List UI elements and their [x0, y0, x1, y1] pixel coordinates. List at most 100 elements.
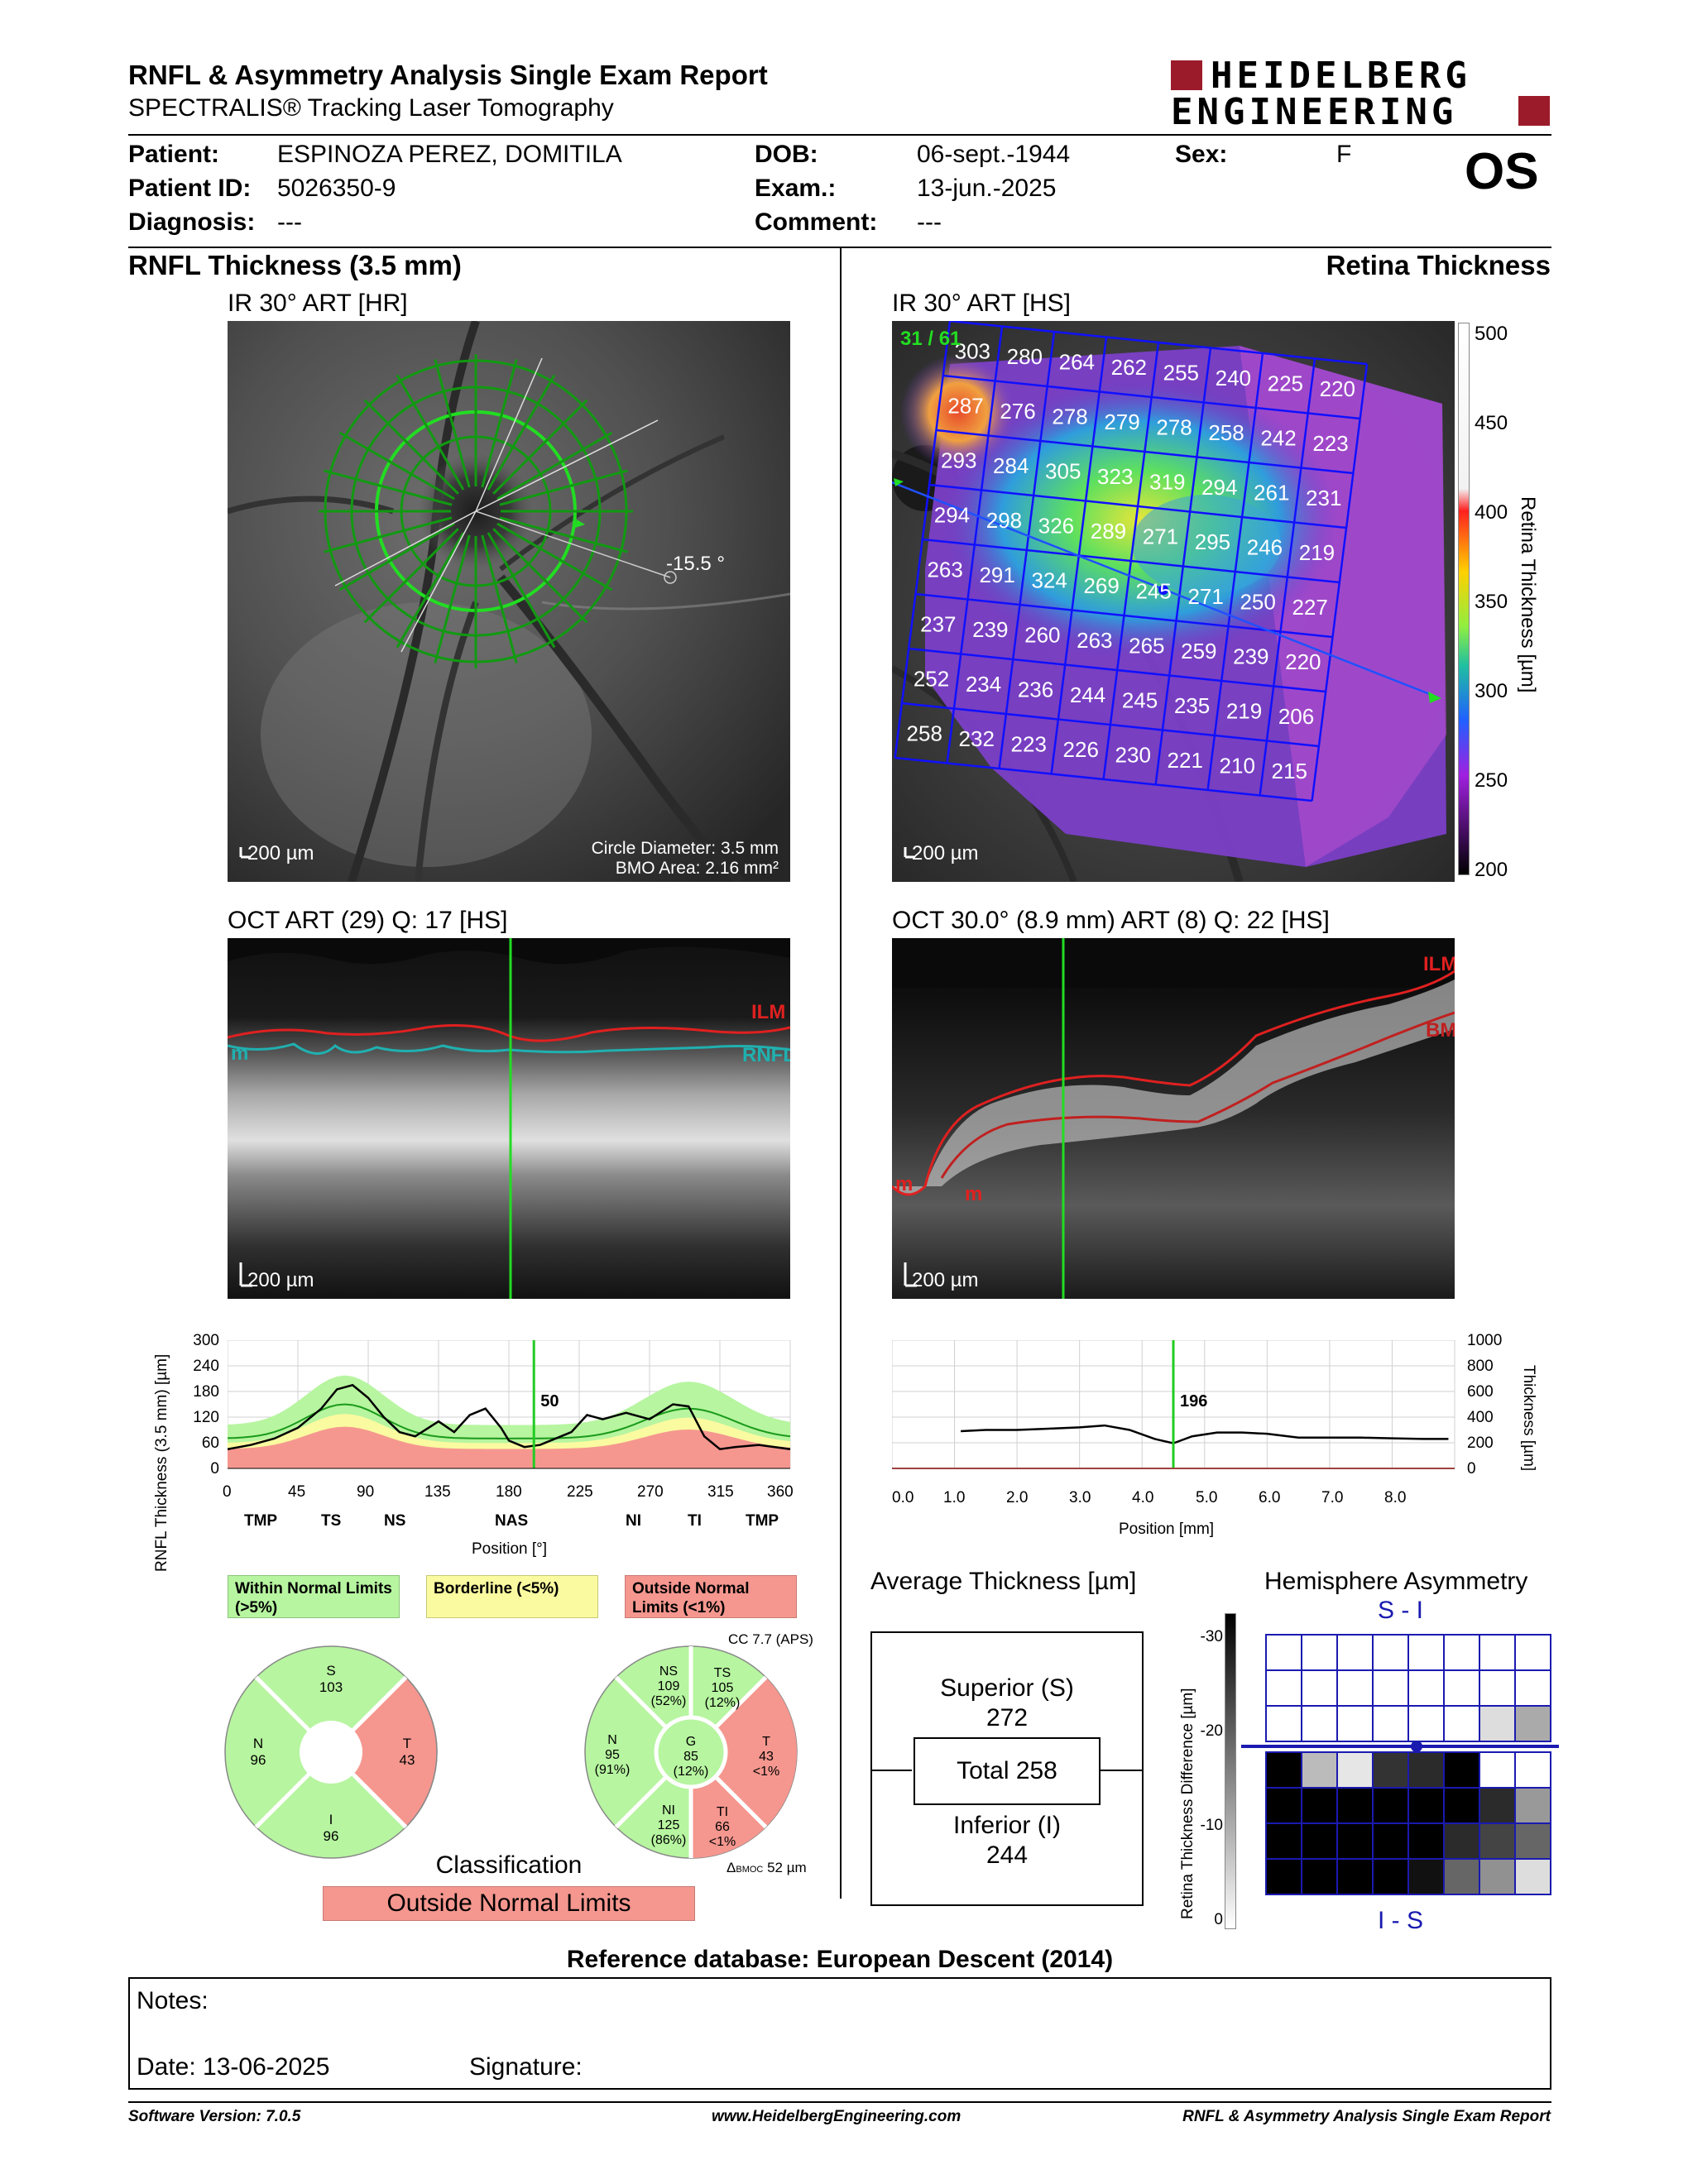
- x-tick: 8.0: [1384, 1489, 1407, 1506]
- grid-line: [909, 647, 1326, 693]
- grid-thickness-value: 298: [986, 508, 1022, 533]
- asymmetry-cell: [1479, 1751, 1516, 1789]
- classification-value: Outside Normal Limits: [323, 1886, 695, 1921]
- scan-spoke: [396, 374, 465, 491]
- legend-within: Within Normal Limits (>5%): [228, 1575, 400, 1618]
- scan-spoke: [496, 522, 613, 592]
- website[interactable]: www.HeidelbergEngineering.com: [712, 2108, 961, 2125]
- ir-right-scale: 200 µm: [912, 842, 979, 864]
- scan-spoke: [396, 532, 465, 649]
- grid-thickness-value: 295: [1195, 529, 1230, 554]
- sector-pct: (91%): [594, 1763, 631, 1777]
- grid-thickness-value: 284: [993, 453, 1029, 478]
- sector-value: 66: [715, 1820, 730, 1834]
- grid-thickness-value: 278: [1052, 404, 1087, 429]
- notes-box[interactable]: Notes: Date: 13-06-2025 Signature:: [128, 1977, 1551, 2090]
- retina-yticks: 1000 800 600 400 200 0: [1467, 1332, 1517, 1497]
- grid-thickness-value: 221: [1168, 748, 1203, 773]
- grid-line: [922, 538, 1340, 584]
- sector-pct: <1%: [752, 1765, 780, 1779]
- scan-spoke: [481, 534, 518, 663]
- retina-section-title: Retina Thickness: [1326, 250, 1551, 280]
- asymmetry-cell: [1336, 1822, 1374, 1860]
- scan-spoke: [338, 522, 455, 592]
- asymmetry-cell: [1407, 1705, 1445, 1742]
- sector-label: TMP: [746, 1512, 779, 1530]
- grid-thickness-value: 280: [1007, 344, 1043, 369]
- sector2-t: T 43 <1%: [741, 1735, 791, 1779]
- avg-thickness-box: Superior (S) 272 Total 258 Inferior (I) …: [870, 1631, 1144, 1906]
- grid-line: [1311, 363, 1369, 802]
- oct-left-scale: 200 µm: [247, 1269, 314, 1291]
- oct-left-label: OCT ART (29) Q: 17 [HS]: [228, 907, 508, 934]
- scan-spoke: [499, 469, 628, 506]
- grid-thickness-value: 303: [955, 338, 990, 363]
- asymmetry-cell: [1479, 1787, 1516, 1824]
- x-tick: 4.0: [1132, 1489, 1154, 1506]
- asymmetry-scale-label: Retina Thickness Difference [µm]: [1179, 1688, 1196, 1919]
- logo-block-bottom: [1518, 96, 1550, 126]
- sector1-i: I 96: [306, 1812, 356, 1845]
- sector-value: 109: [657, 1679, 680, 1693]
- hemisphere-title: Hemisphere Asymmetry: [1264, 1568, 1528, 1595]
- rnfl-xticks: 0 45 90 135 180 225 270 315 360: [223, 1483, 798, 1508]
- x-tick: 0.0: [892, 1489, 914, 1506]
- inferior-label: Inferior (I): [952, 1812, 1062, 1839]
- asymmetry-cell: [1265, 1787, 1302, 1824]
- oct-rnfl-label: RNFL: [742, 1044, 790, 1066]
- asymmetry-cell: [1514, 1669, 1551, 1707]
- inferior-value: 244: [985, 1842, 1029, 1869]
- sector-label: TMP: [244, 1512, 278, 1530]
- cc-label: CC 7.7 (APS): [728, 1631, 813, 1647]
- grid-thickness-value: 234: [966, 672, 1001, 697]
- grid-line: [901, 702, 1320, 748]
- scan-spoke: [324, 469, 453, 506]
- delta-icon: Δ: [727, 1860, 736, 1875]
- grid-thickness-value: 231: [1306, 486, 1341, 510]
- sector-label: TI: [688, 1512, 702, 1530]
- rnfl-section-title: RNFL Thickness (3.5 mm): [128, 250, 462, 280]
- grid-thickness-value: 250: [1240, 589, 1275, 614]
- retina-thickness-line: [961, 1424, 1449, 1444]
- x-tick: 1.0: [943, 1489, 966, 1506]
- sector-value: 105: [711, 1681, 734, 1695]
- grid-thickness-value: 225: [1268, 371, 1303, 395]
- y-tick: 800: [1467, 1358, 1494, 1375]
- report-subtitle: SPECTRALIS® Tracking Laser Tomography: [128, 94, 614, 122]
- colorbar-tick: 350: [1475, 591, 1508, 613]
- y-tick: 0: [210, 1460, 219, 1478]
- colorbar-tick: 450: [1475, 412, 1508, 434]
- scale-tick: 0: [1214, 1911, 1223, 1928]
- patient-name: ESPINOZA PEREZ, DOMITILA: [277, 141, 622, 168]
- grid-line: [1154, 347, 1212, 785]
- x-tick: 0: [223, 1483, 232, 1501]
- grid-thickness-value: 265: [1129, 633, 1164, 658]
- sector-value: 96: [323, 1828, 339, 1844]
- sector2-ti: TI 66 <1%: [698, 1805, 747, 1850]
- grid-thickness-value: 293: [941, 448, 976, 472]
- grid-line: [894, 756, 1312, 802]
- asymmetry-cell: [1443, 1634, 1480, 1671]
- y-tick: 0: [1467, 1460, 1476, 1478]
- grid-thickness-value: 264: [1059, 349, 1095, 374]
- grid-thickness-value: 210: [1220, 753, 1255, 778]
- grid-thickness-value: 245: [1135, 578, 1171, 603]
- sector2-g: G 85 (12%): [666, 1735, 716, 1779]
- sector-name: NI: [662, 1803, 675, 1818]
- asymmetry-cell: [1372, 1634, 1409, 1671]
- ir-left-meta: Circle Diameter: 3.5 mm BMO Area: 2.16 m…: [592, 839, 779, 879]
- scan-spoke: [338, 431, 455, 500]
- asymmetry-cell: [1336, 1751, 1374, 1789]
- grid-thickness-value: 305: [1045, 458, 1081, 483]
- sector-value: 43: [399, 1752, 415, 1768]
- asymmetry-scale-bar: [1225, 1613, 1236, 1929]
- ir-left-label: IR 30° ART [HR]: [228, 290, 408, 317]
- dob-value: 06-sept.-1944: [917, 141, 1071, 168]
- asymmetry-cell: [1407, 1858, 1445, 1895]
- grid-thickness-value: 220: [1285, 649, 1321, 674]
- sector-value: 125: [657, 1818, 680, 1832]
- sector-label: TS: [321, 1512, 342, 1530]
- sector-name: NS: [659, 1664, 679, 1679]
- x-tick: 5.0: [1196, 1489, 1218, 1506]
- grid-thickness-value: 237: [920, 611, 956, 636]
